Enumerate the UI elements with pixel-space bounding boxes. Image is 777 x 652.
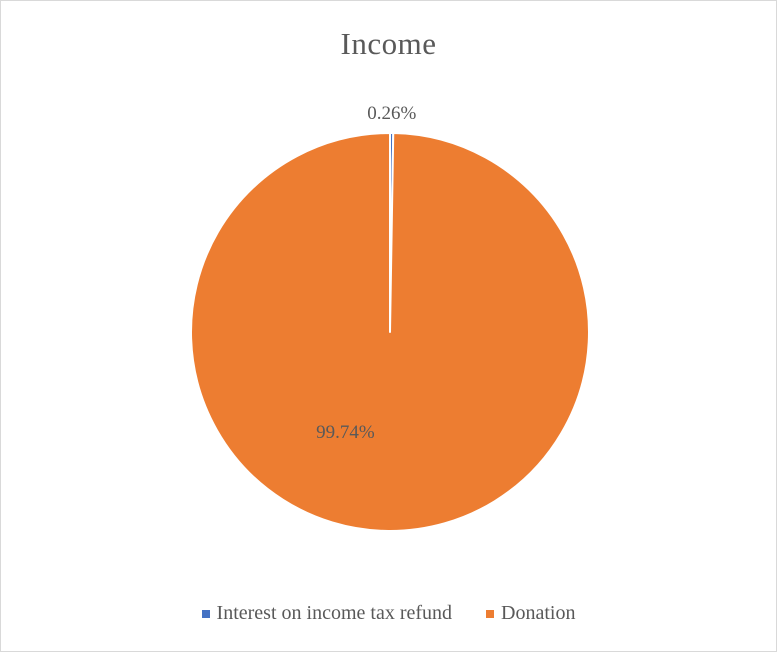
data-label-donation: 99.74% xyxy=(316,422,375,443)
legend-label-interest: Interest on income tax refund xyxy=(216,602,453,624)
legend-item-interest: Interest on income tax refund xyxy=(201,602,453,625)
legend-label-donation: Donation xyxy=(501,602,576,624)
legend-swatch-interest xyxy=(201,609,210,618)
chart-title: Income xyxy=(340,26,437,61)
legend-swatch-donation xyxy=(486,609,495,618)
legend: Interest on income tax refund Donation xyxy=(0,602,777,625)
data-label-interest: 0.26% xyxy=(367,103,416,124)
legend-item-donation: Donation xyxy=(486,602,575,625)
slice-donation xyxy=(189,132,590,532)
